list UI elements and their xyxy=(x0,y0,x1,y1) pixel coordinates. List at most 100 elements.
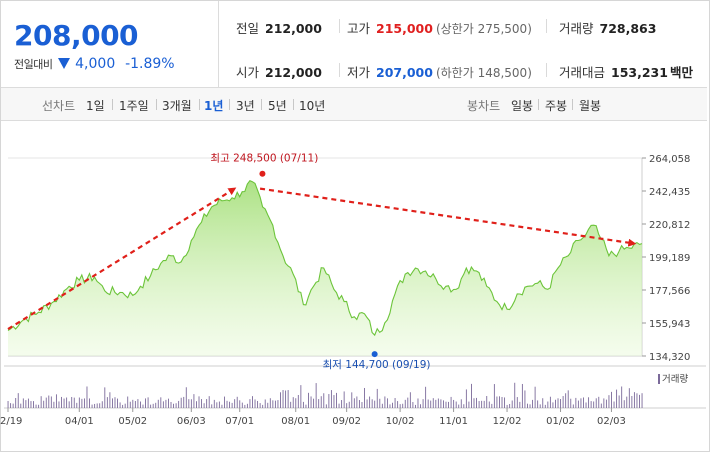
volume-bar xyxy=(473,398,475,408)
low-label: 저가 xyxy=(347,65,371,80)
volume-bar xyxy=(119,402,121,408)
volume-bar xyxy=(641,393,643,408)
tab-weekly[interactable]: 주봉 xyxy=(545,99,568,113)
divider xyxy=(538,99,539,110)
volume-bar xyxy=(539,404,541,408)
volume-bar xyxy=(384,396,386,408)
volume-bar xyxy=(333,395,335,408)
tab-daily[interactable]: 일봉 xyxy=(511,99,534,113)
volume-bar xyxy=(315,383,317,408)
x-tick-label: 09/02 xyxy=(332,416,361,427)
volume-bar xyxy=(66,397,68,408)
volume-bar xyxy=(639,394,640,408)
volume-bar xyxy=(213,399,215,408)
volume-bar xyxy=(162,401,164,408)
volume-bar xyxy=(30,401,32,408)
volume-label: 거래량 xyxy=(559,21,594,36)
volume-bar xyxy=(252,396,253,408)
divider xyxy=(546,63,547,77)
volume-bar xyxy=(504,397,506,408)
volume-bar xyxy=(465,389,467,408)
volume-bar xyxy=(111,398,113,408)
volume-bar xyxy=(463,404,465,408)
volume-bar xyxy=(476,397,477,408)
volume-bar xyxy=(570,398,572,408)
trend-line xyxy=(259,187,637,247)
x-tick-label: 05/02 xyxy=(118,416,147,427)
divider xyxy=(293,99,294,110)
volume-bar xyxy=(89,398,90,408)
volume-bar xyxy=(595,398,597,408)
volume-bar xyxy=(147,397,149,408)
volume-bar xyxy=(78,397,80,408)
volume-bar xyxy=(542,398,544,408)
volume-bar xyxy=(236,396,238,408)
tab-3m[interactable]: 3개월 xyxy=(162,99,192,113)
volume-bar xyxy=(175,403,177,408)
volume-bar xyxy=(10,403,12,408)
turnover-label: 거래대금 xyxy=(559,65,606,80)
tab-1d[interactable]: 1일 xyxy=(86,99,105,113)
y-tick-label: 220,812 xyxy=(649,220,690,231)
x-tick-label: 12/02 xyxy=(493,416,522,427)
volume-bar xyxy=(450,396,452,408)
tab-1y[interactable]: 1년 xyxy=(204,99,224,113)
volume-bar xyxy=(519,401,521,408)
volume-bar xyxy=(328,394,330,408)
quote-panel: 208,000 전일대비 4,000 -1.89% 전일 212,000 고가 21… xyxy=(1,1,707,88)
y-tick-label: 155,943 xyxy=(649,319,690,330)
volume-bar xyxy=(514,382,516,408)
price-line xyxy=(7,180,643,337)
volume-bar xyxy=(618,395,620,408)
volume-bar xyxy=(369,396,371,408)
volume-bar xyxy=(300,385,302,408)
volume-bar xyxy=(572,404,574,408)
volume-bar xyxy=(448,401,449,408)
volume-bar xyxy=(91,404,93,408)
volume-bar xyxy=(155,402,157,408)
volume-bar xyxy=(488,401,490,408)
tab-10y[interactable]: 10년 xyxy=(299,99,326,113)
line-chart-label: 선차트 xyxy=(42,99,76,113)
tab-1w[interactable]: 1주일 xyxy=(119,99,149,113)
volume-bar xyxy=(493,384,495,408)
x-tick-label: 01/02 xyxy=(546,416,575,427)
volume-bar xyxy=(486,396,488,408)
volume-bar xyxy=(81,398,83,408)
volume-bar xyxy=(27,398,29,408)
volume-bar xyxy=(440,399,442,408)
divider xyxy=(112,99,113,110)
volume-bar xyxy=(38,404,40,408)
volume-bar xyxy=(302,401,304,408)
volume-bar xyxy=(178,400,180,408)
change-value: 4,000 xyxy=(75,56,116,72)
volume-bar xyxy=(287,390,289,408)
volume-bar xyxy=(427,399,429,408)
volume-bar xyxy=(320,396,322,408)
divider xyxy=(261,99,262,110)
volume-bar xyxy=(127,396,129,408)
volume-bar xyxy=(425,386,427,408)
volume-bar xyxy=(63,398,65,408)
tab-5y[interactable]: 5년 xyxy=(268,99,287,113)
volume-bar xyxy=(593,401,595,408)
volume-bar xyxy=(588,397,590,408)
period-tabs: 선차트 1일 1주일 3개월 1년 3년 5년 10년 봉차트 일봉 주봉 월봉 xyxy=(1,88,707,121)
change-line: 전일대비 4,000 -1.89% xyxy=(14,56,175,72)
tab-monthly[interactable]: 월봉 xyxy=(579,99,602,113)
volume-bar xyxy=(165,399,167,408)
y-axis: 264,058 242,435 220,812 199,189 177,566 155,9… xyxy=(642,154,690,363)
volume-bar xyxy=(142,404,144,408)
volume-bar xyxy=(96,403,98,408)
volume-bar xyxy=(25,400,27,408)
volume-bar xyxy=(282,390,284,408)
volume-bar xyxy=(43,400,45,408)
volume-bar xyxy=(132,399,134,408)
high-label: 최고 248,500 (07/11) xyxy=(210,153,318,165)
tab-3y[interactable]: 3년 xyxy=(236,99,255,113)
volume-bar xyxy=(170,401,172,408)
volume-bar xyxy=(244,404,246,408)
volume-bar xyxy=(471,383,472,408)
volume-bar xyxy=(35,404,37,408)
volume-bar xyxy=(173,403,175,408)
